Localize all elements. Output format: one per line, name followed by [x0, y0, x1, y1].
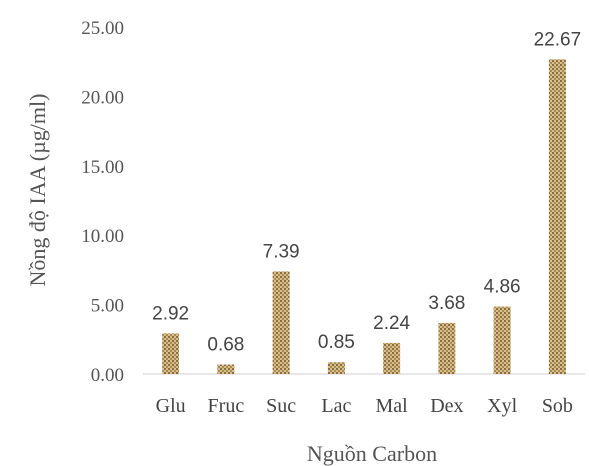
bar-lac: [327, 362, 345, 374]
bar-mal: [383, 342, 401, 374]
data-label-dex: 3.68: [428, 293, 465, 314]
data-label-xyl: 4.86: [484, 277, 521, 298]
data-label-mal: 2.24: [373, 313, 410, 334]
bars: 2.92 0.68 7.39 0.85 2.24 3.68 4.86 22.67: [152, 29, 582, 375]
data-label-lac: 0.85: [318, 332, 355, 353]
y-tick-label: 15.00: [81, 157, 124, 178]
x-axis-title: Nguồn Carbon: [307, 441, 437, 466]
x-tick-label-mal: Mal: [376, 395, 409, 417]
y-tick-label: 10.00: [81, 226, 124, 247]
x-tick-label-fruc: Fruc: [208, 395, 245, 417]
x-tick-label-dex: Dex: [430, 395, 463, 417]
x-tick-label-xyl: Xyl: [487, 395, 517, 417]
data-label-glu: 2.92: [152, 303, 189, 324]
data-label-fruc: 0.68: [207, 335, 244, 356]
bar-suc: [272, 271, 290, 374]
y-tick-label: 20.00: [81, 87, 124, 108]
data-label-suc: 7.39: [263, 241, 300, 262]
bar-dex: [438, 322, 456, 374]
x-tick-label-suc: Suc: [266, 395, 296, 417]
y-tick-label: 5.00: [91, 296, 124, 317]
bar-xyl: [493, 306, 511, 374]
x-tick-label-sob: Sob: [542, 395, 573, 417]
bar-fruc: [217, 364, 235, 374]
x-tick-label-lac: Lac: [321, 395, 351, 417]
y-axis-ticks: 0.00 5.00 10.00 15.00 20.00 25.00: [81, 18, 124, 386]
y-tick-label: 0.00: [91, 365, 124, 386]
y-tick-label: 25.00: [81, 18, 124, 39]
bar-glu: [162, 333, 180, 374]
bar-sob: [548, 59, 566, 375]
y-axis-title: Nồng độ IAA (µg/ml): [25, 94, 50, 287]
x-tick-label-glu: Glu: [156, 395, 186, 417]
x-axis-categories: Glu Fruc Suc Lac Mal Dex Xyl Sob: [156, 395, 573, 417]
data-label-sob: 22.67: [534, 29, 582, 50]
